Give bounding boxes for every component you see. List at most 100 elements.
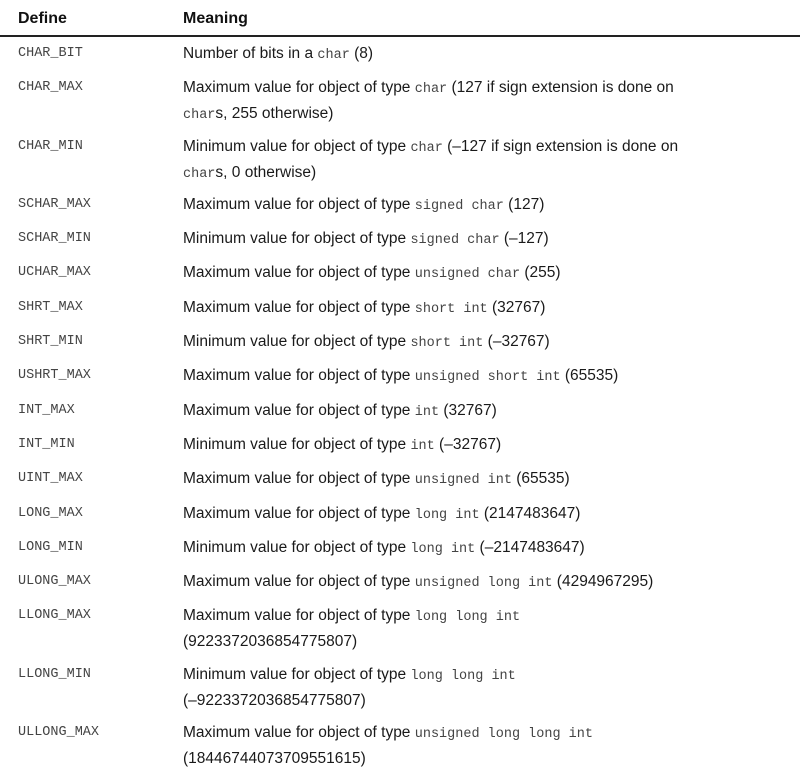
meaning-cell: Minimum value for object of type long lo… <box>183 663 783 713</box>
code-term: int <box>410 438 435 454</box>
meaning-text: Minimum value for object of type <box>183 538 411 556</box>
code-term: long int <box>414 507 480 523</box>
code-term: long long int <box>414 610 521 626</box>
meaning-text: Minimum value for object of type <box>183 230 411 248</box>
meaning-text: (32767) <box>487 298 546 316</box>
table-row: SHRT_MAX Maximum value for object of type… <box>0 291 800 325</box>
table-row: CHAR_MAX Maximum value for object of type… <box>0 71 800 129</box>
code-term: unsigned long int <box>414 576 553 592</box>
meaning-text: s, 0 otherwise) <box>215 163 317 181</box>
define-cell: SCHAR_MIN <box>18 231 91 247</box>
table-row: SCHAR_MIN Minimum value for object of typ… <box>0 222 800 256</box>
meaning-cell: Maximum value for object of type signed … <box>183 193 783 219</box>
meaning-text: Maximum value for object of type <box>183 298 415 316</box>
define-cell: UINT_MAX <box>18 471 83 487</box>
meaning-text: Minimum value for object of type <box>183 435 411 453</box>
code-term: unsigned int <box>414 473 512 489</box>
meaning-cell: Number of bits in a char (8) <box>183 42 783 68</box>
meaning-text: (4294967295) <box>552 573 654 591</box>
define-cell: SHRT_MAX <box>18 299 83 315</box>
table-row: ULONG_MAX Maximum value for object of typ… <box>0 565 800 599</box>
meaning-text: (127) <box>503 195 545 213</box>
meaning-text: (–32767) <box>483 333 550 351</box>
table-row: USHRT_MAX Maximum value for object of typ… <box>0 359 800 393</box>
define-cell: SHRT_MIN <box>18 334 83 350</box>
define-cell: ULLONG_MAX <box>18 725 100 741</box>
meaning-cell: Maximum value for object of type unsigne… <box>183 364 783 390</box>
meaning-cell: Maximum value for object of type char (1… <box>183 76 783 128</box>
define-cell: LLONG_MAX <box>18 608 91 624</box>
define-cell: UCHAR_MAX <box>18 265 91 281</box>
meaning-text: Maximum value for object of type <box>183 79 415 97</box>
meaning-text: (–127) <box>499 230 549 248</box>
meaning-text: Maximum value for object of type <box>183 470 415 488</box>
table-row: INT_MIN Minimum value for object of type … <box>0 428 800 462</box>
define-cell: INT_MAX <box>18 402 75 418</box>
meaning-cell: Maximum value for object of type unsigne… <box>183 721 783 771</box>
define-cell: LONG_MIN <box>18 539 83 555</box>
meaning-cell: Minimum value for object of type short i… <box>183 330 783 356</box>
meaning-text: (32767) <box>439 401 497 419</box>
define-cell: CHAR_MIN <box>18 138 83 154</box>
code-term: char <box>317 48 350 63</box>
code-term: signed char <box>414 198 504 214</box>
table-row: LONG_MIN Minimum value for object of type… <box>0 531 800 565</box>
meaning-text: (–127 if sign extension is done on <box>442 137 679 155</box>
code-term: long long int <box>410 668 516 684</box>
define-cell: USHRT_MAX <box>18 368 91 384</box>
meaning-text: Maximum value for object of type <box>183 367 415 385</box>
code-term: unsigned long long int <box>414 727 593 743</box>
table-header: Define Meaning <box>0 0 800 37</box>
meaning-text: s, 255 otherwise) <box>215 105 334 123</box>
meaning-text: Maximum value for object of type <box>183 264 415 282</box>
meaning-cell: Maximum value for object of type unsigne… <box>183 467 783 493</box>
meaning-text: (–32767) <box>434 435 502 453</box>
meaning-text: Number of bits in a <box>183 45 318 62</box>
meaning-text: (127 if sign extension is done on <box>447 79 674 97</box>
meaning-text: (255) <box>520 264 561 282</box>
meaning-cell: Maximum value for object of type short i… <box>183 296 783 322</box>
meaning-column-header: Meaning <box>183 10 248 27</box>
define-cell: SCHAR_MAX <box>18 196 91 212</box>
meaning-text: Maximum value for object of type <box>183 195 415 213</box>
meaning-cell: Minimum value for object of type signed … <box>183 227 783 253</box>
define-cell: ULONG_MAX <box>18 574 91 590</box>
meaning-cell: Maximum value for object of type unsigne… <box>183 261 783 287</box>
meaning-text: Maximum value for object of type <box>183 724 415 742</box>
meaning-text: Minimum value for object of type <box>183 137 411 155</box>
code-term: long int <box>410 541 476 557</box>
code-term: char <box>410 140 443 156</box>
meaning-text: (65535) <box>560 367 619 385</box>
meaning-cell: Minimum value for object of type long in… <box>183 536 783 562</box>
meaning-cell: Maximum value for object of type long in… <box>183 502 783 528</box>
define-cell: LONG_MAX <box>18 505 83 521</box>
code-term: unsigned short int <box>414 370 561 386</box>
define-cell: LLONG_MIN <box>18 666 91 682</box>
meaning-text: (–9223372036854775807) <box>183 691 366 709</box>
meaning-text: (2147483647) <box>479 504 581 522</box>
define-column-header: Define <box>18 10 67 27</box>
meaning-text: Maximum value for object of type <box>183 504 415 522</box>
code-term: int <box>414 404 440 420</box>
meaning-text: (–2147483647) <box>475 538 585 556</box>
code-term: unsigned char <box>414 267 521 283</box>
table-row: ULLONG_MAX Maximum value for object of ty… <box>0 716 800 774</box>
meaning-text: Minimum value for object of type <box>183 665 411 683</box>
meaning-cell: Minimum value for object of type int (–3… <box>183 433 783 459</box>
table-row: LLONG_MIN Minimum value for object of typ… <box>0 658 800 716</box>
meaning-text: (9223372036854775807) <box>183 633 358 651</box>
table-row: INT_MAX Maximum value for object of type … <box>0 394 800 428</box>
define-cell: CHAR_BIT <box>18 46 83 61</box>
table-row: LONG_MAX Maximum value for object of type… <box>0 497 800 531</box>
meaning-text: Maximum value for object of type <box>183 401 415 419</box>
table-row: CHAR_MIN Minimum value for object of type… <box>0 130 800 188</box>
code-term: short int <box>410 336 484 352</box>
table-row: SHRT_MIN Minimum value for object of type… <box>0 325 800 359</box>
code-term: char <box>183 166 216 182</box>
header-divider <box>0 35 800 37</box>
meaning-text: Maximum value for object of type <box>183 607 415 625</box>
code-term: signed char <box>410 233 500 249</box>
meaning-cell: Maximum value for object of type unsigne… <box>183 570 783 596</box>
define-cell: CHAR_MAX <box>18 80 83 96</box>
